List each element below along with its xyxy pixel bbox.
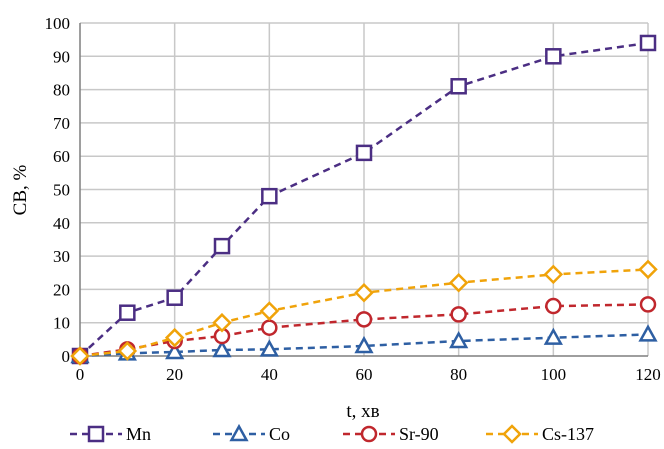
data-point-cs-137: [354, 282, 374, 303]
data-point-mn: [639, 34, 657, 52]
data-point-sr-90: [545, 297, 562, 315]
legend-label-sr-90: Sr-90: [399, 424, 439, 444]
y-tick-label: 50: [53, 181, 70, 200]
series-line-co: [79, 333, 649, 358]
y-tick-label: 100: [45, 14, 71, 33]
data-point-mn: [355, 144, 373, 162]
data-point-mn: [450, 78, 467, 95]
data-point-sr-90: [639, 296, 657, 313]
data-point-cs-137: [543, 264, 564, 285]
legend-label-co: Co: [269, 424, 290, 444]
legend-marker-co: [229, 423, 249, 442]
y-tick-label: 40: [53, 214, 70, 233]
y-tick-label: 70: [53, 114, 70, 133]
data-point-cs-137: [212, 312, 232, 333]
data-point-mn: [166, 289, 183, 306]
x-tick-label: 80: [450, 365, 467, 384]
series-mn: [71, 34, 657, 365]
data-point-co: [638, 324, 658, 342]
x-tick-label: 40: [261, 365, 278, 384]
data-point-co: [165, 341, 185, 360]
data-point-mn: [545, 48, 562, 65]
x-tick-label: 60: [356, 365, 373, 384]
series-layer: [70, 34, 658, 366]
x-tick-label: 0: [76, 365, 85, 384]
data-point-cs-137: [259, 301, 280, 321]
data-point-cs-137: [638, 259, 658, 280]
legend-label-cs-137: Cs-137: [542, 424, 594, 444]
legend-item-mn: Mn: [70, 424, 151, 444]
legend-label-mn: Mn: [126, 424, 151, 444]
y-tick-label: 20: [53, 280, 70, 299]
data-point-cs-137: [164, 327, 185, 348]
data-point-cs-137: [70, 346, 90, 366]
x-tick-label: 120: [635, 365, 661, 384]
y-tick-label: 0: [62, 347, 71, 366]
y-tick-label: 80: [53, 81, 70, 100]
data-point-co: [543, 327, 563, 345]
legend-item-sr-90: Sr-90: [343, 424, 439, 444]
data-point-co: [354, 335, 374, 354]
x-tick-label: 20: [166, 365, 183, 384]
series-cs-137: [70, 259, 658, 366]
data-point-sr-90: [450, 306, 467, 323]
legend-item-cs-137: Cs-137: [486, 424, 594, 444]
data-point-cs-137: [448, 272, 469, 293]
y-tick-label: 60: [53, 147, 70, 166]
data-point-mn: [119, 304, 136, 321]
x-tick-label: 100: [541, 365, 567, 384]
y-tick-label: 30: [53, 247, 70, 266]
data-point-co: [212, 339, 232, 358]
tick-labels: 0 10 20 30 40 50 60 70 80 90 100 0 20 40 60 80 100 120: [45, 14, 661, 384]
y-tick-label: 10: [53, 314, 70, 333]
data-point-co: [259, 339, 279, 357]
legend-marker-cs-137: [502, 424, 522, 444]
data-point-co: [449, 330, 469, 349]
y-axis-title: СВ, %: [10, 164, 31, 215]
data-point-sr-90: [261, 319, 278, 336]
data-point-mn: [261, 187, 278, 205]
legend-marker-mn: [87, 425, 105, 443]
legend-item-co: Co: [213, 423, 290, 444]
x-axis-title: t, хв: [346, 401, 379, 422]
data-point-mn: [213, 237, 231, 255]
legend: Mn Co Sr-90 Cs-137: [70, 423, 594, 444]
data-point-sr-90: [355, 311, 373, 328]
y-tick-label: 90: [53, 47, 70, 66]
data-point-cs-137: [117, 341, 138, 361]
legend-marker-sr-90: [360, 425, 378, 443]
